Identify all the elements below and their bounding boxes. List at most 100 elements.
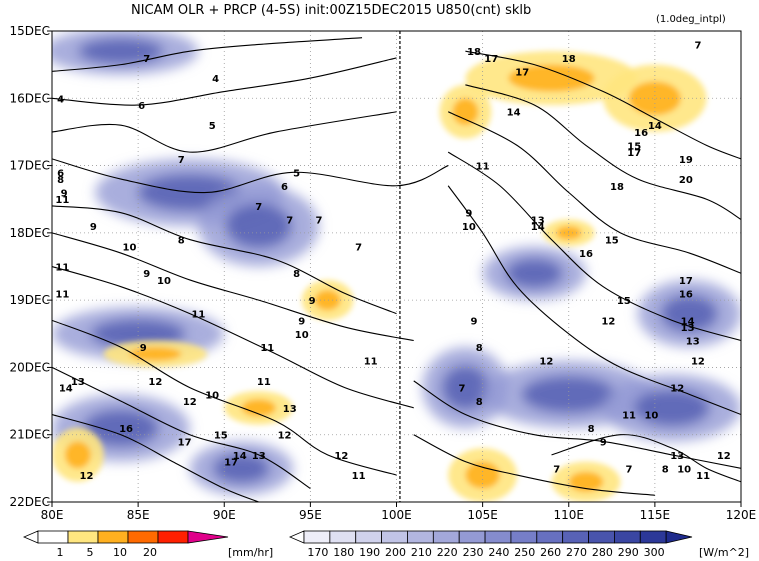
olr-colorbar: 170 180 190 200 210 220 230 240 250 260 270 280 290 3…	[288, 530, 693, 559]
contour-label: 16	[679, 289, 693, 300]
olr-colorbar-label: 290	[618, 546, 639, 559]
contour-label: 11	[191, 310, 205, 321]
olr-low-core	[78, 38, 164, 65]
contour-label: 15	[214, 431, 228, 442]
olr-colorbar-segment	[303, 530, 331, 544]
y-tick-label: 20DEC	[10, 360, 50, 374]
olr-colorbar-segment	[562, 530, 589, 544]
contour-label: 7	[694, 40, 701, 51]
contour-line	[447, 151, 741, 342]
contour-label: 8	[476, 397, 483, 408]
contour-label: 10	[295, 330, 309, 341]
olr-colorbar-segment	[407, 530, 434, 544]
contour-label: 10	[157, 276, 171, 287]
olr-colorbar-label: 260	[540, 546, 561, 559]
precip-core	[508, 64, 595, 92]
olr-low-core	[660, 295, 718, 333]
contour-label: 7	[355, 242, 362, 253]
y-tick-label: 16DEC	[10, 91, 50, 105]
contour-label: 5	[293, 168, 300, 179]
contour-label: 13	[252, 451, 266, 462]
precip-colorbar-arrow-right	[187, 530, 229, 544]
x-tick-label: 85E	[127, 508, 150, 522]
x-tick-label: 95E	[299, 508, 322, 522]
contour-label: 16	[119, 424, 133, 435]
olr-low-core	[83, 409, 159, 447]
olr-colorbar-segment	[458, 530, 486, 544]
contour-label: 15	[605, 236, 619, 247]
olr-colorbar-segment	[329, 530, 357, 544]
contour-line	[52, 366, 311, 490]
x-tick-label: 120E	[726, 508, 757, 522]
contour-label: 14	[681, 316, 695, 327]
contour-label: 8	[662, 464, 669, 475]
y-tick-label: 18DEC	[10, 226, 50, 240]
olr-colorbar-label: 280	[592, 546, 613, 559]
contour-label: 11	[257, 377, 271, 388]
contour-label: 9	[143, 269, 150, 280]
olr-colorbar-label: 190	[359, 546, 380, 559]
contour-label: 7	[316, 215, 323, 226]
olr-colorbar-arrow-left	[288, 530, 305, 544]
contour-label: 18	[610, 182, 624, 193]
contour-label: 19	[679, 155, 693, 166]
olr-colorbar-segment	[588, 530, 615, 544]
olr-colorbar-label: 180	[333, 546, 354, 559]
contour-label: 16	[579, 249, 593, 260]
contour-label: 12	[717, 451, 731, 462]
contour-label: 14	[648, 121, 662, 132]
contour-label: 12	[601, 316, 615, 327]
contour-label: 10	[123, 242, 137, 253]
contour-label: 8	[293, 269, 300, 280]
contour-label: 12	[670, 384, 684, 395]
olr-colorbar-arrow-right	[665, 530, 693, 544]
contour-line	[52, 37, 363, 72]
contour-label: 14	[531, 222, 545, 233]
y-tick-label: 15DEC	[10, 24, 50, 38]
y-tick-label: 19DEC	[10, 293, 50, 307]
olr-colorbar-label: 220	[437, 546, 458, 559]
contour-label: 9	[309, 296, 316, 307]
precip-core	[64, 441, 91, 469]
contour-label: 13	[686, 337, 700, 348]
contour-label: 5	[209, 121, 216, 132]
olr-colorbar-label: 170	[307, 546, 328, 559]
olr-low-core	[213, 453, 270, 484]
contour-label: 17	[178, 437, 192, 448]
contour-label: 8	[588, 424, 595, 435]
precip-colorbar-segment	[97, 530, 129, 544]
contour-line	[52, 319, 397, 476]
contour-line	[447, 111, 741, 274]
contour-label: 12	[148, 377, 162, 388]
contour-label: 9	[140, 343, 147, 354]
contour-line	[465, 84, 741, 220]
contour-line	[52, 232, 414, 342]
contour-line	[551, 434, 741, 483]
contour-line	[52, 205, 397, 315]
contour-label: 20	[679, 175, 693, 186]
x-tick-label: 90E	[213, 508, 236, 522]
precip-core	[452, 98, 479, 126]
olr-low-core	[634, 389, 710, 427]
contour-line	[413, 434, 655, 496]
contour-label: 6	[138, 101, 145, 112]
olr-colorbar-segment	[536, 530, 564, 544]
contour-label: 16	[634, 128, 648, 139]
contour-label: 9	[465, 209, 472, 220]
precip-colorbar-segment	[157, 530, 189, 544]
contour-label: 14	[507, 108, 521, 119]
contour-label: 11	[55, 289, 69, 300]
contour-label: 10	[677, 464, 691, 475]
olr-low-core	[521, 375, 617, 413]
contour-label: 11	[352, 471, 366, 482]
contour-line	[465, 50, 741, 160]
contour-label: 7	[143, 54, 150, 65]
contour-label: 13	[71, 377, 85, 388]
contour-layer	[52, 37, 741, 502]
contour-label: 17	[679, 276, 693, 287]
contour-label: 10	[205, 390, 219, 401]
y-tick-label: 21DEC	[10, 428, 50, 442]
contour-label: 10	[462, 222, 476, 233]
